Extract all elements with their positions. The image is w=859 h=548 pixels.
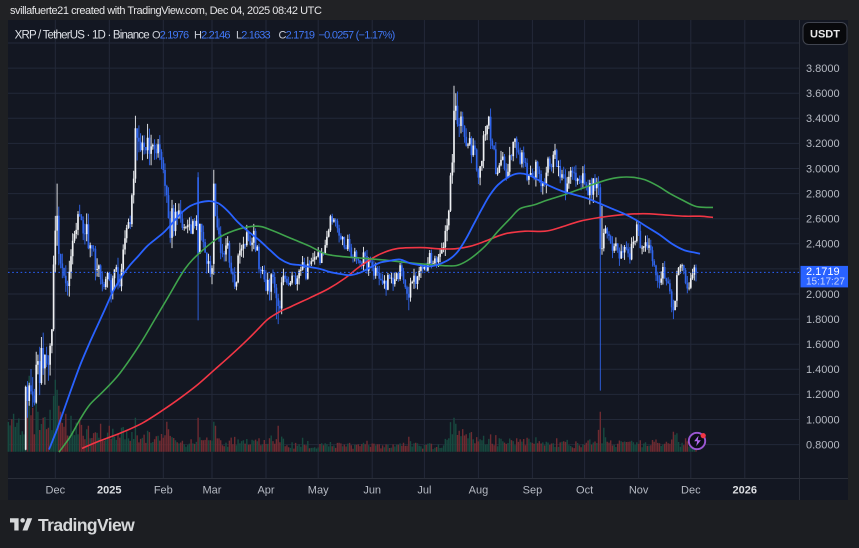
- svg-text:Aug: Aug: [469, 485, 489, 497]
- svg-text:Mar: Mar: [203, 485, 222, 497]
- svg-text:Dec: Dec: [46, 485, 66, 497]
- svg-text:2.6000: 2.6000: [806, 214, 840, 226]
- svg-text:0.8000: 0.8000: [806, 439, 840, 451]
- svg-text:2.8000: 2.8000: [806, 188, 840, 200]
- svg-text:1.6000: 1.6000: [806, 339, 840, 351]
- svg-text:3.4000: 3.4000: [806, 113, 840, 125]
- svg-text:Oct: Oct: [576, 485, 593, 497]
- svg-text:3.2000: 3.2000: [806, 138, 840, 150]
- svg-text:Feb: Feb: [154, 485, 173, 497]
- svg-text:1.8000: 1.8000: [806, 314, 840, 326]
- svg-text:TradingView: TradingView: [38, 515, 135, 535]
- svg-text:−0.0257 (−1.17%): −0.0257 (−1.17%): [319, 30, 395, 42]
- svg-text:May: May: [308, 485, 329, 497]
- svg-text:3.6000: 3.6000: [806, 88, 840, 100]
- svg-text:L2.1633: L2.1633: [236, 30, 271, 42]
- svg-text:15:17:27: 15:17:27: [806, 277, 845, 288]
- svg-text:1.4000: 1.4000: [806, 364, 840, 376]
- svg-text:2.0000: 2.0000: [806, 289, 840, 301]
- svg-text:XRP / TetherUS · 1D · Binance: XRP / TetherUS · 1D · Binance: [15, 30, 150, 42]
- svg-text:1.0000: 1.0000: [806, 414, 840, 426]
- svg-text:USDT: USDT: [810, 29, 840, 41]
- svg-text:Sep: Sep: [523, 485, 543, 497]
- svg-text:2.4000: 2.4000: [806, 239, 840, 251]
- svg-text:Dec: Dec: [681, 485, 701, 497]
- svg-text:O2.1976: O2.1976: [152, 30, 189, 42]
- svg-text:H2.2146: H2.2146: [194, 30, 230, 42]
- svg-text:2.1719: 2.1719: [806, 266, 840, 278]
- svg-text:svillafuerte21 created with Tr: svillafuerte21 created with TradingView.…: [10, 5, 322, 17]
- svg-text:Nov: Nov: [629, 485, 649, 497]
- svg-text:2025: 2025: [97, 485, 121, 497]
- svg-text:3.8000: 3.8000: [806, 63, 840, 75]
- svg-text:3.0000: 3.0000: [806, 163, 840, 175]
- svg-text:Apr: Apr: [257, 485, 274, 497]
- svg-text:1.2000: 1.2000: [806, 389, 840, 401]
- svg-text:Jul: Jul: [417, 485, 431, 497]
- svg-text:2026: 2026: [733, 485, 757, 497]
- svg-text:C2.1719: C2.1719: [279, 30, 315, 42]
- svg-text:Jun: Jun: [363, 485, 381, 497]
